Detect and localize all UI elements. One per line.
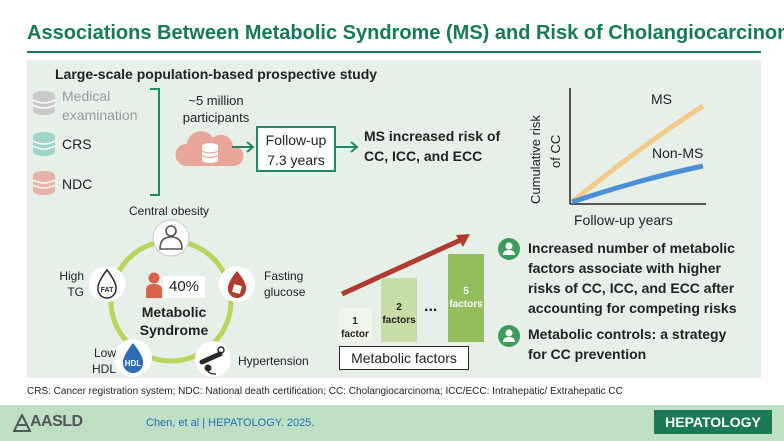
outcome-metabolic-controls: Metabolic controls: a strategy for CC pr… bbox=[528, 326, 727, 362]
bar-ellipsis: ... bbox=[424, 298, 438, 315]
non-ms-series-label: Non-MS bbox=[652, 145, 703, 161]
cumulative-risk-chart: Cumulative risk of CC MS Non-MS Follow-u… bbox=[528, 88, 706, 228]
fasting-glucose-icon bbox=[219, 266, 255, 302]
participants-count: ~5 million participants bbox=[182, 93, 250, 125]
chart-ylabel-line1: Cumulative risk bbox=[528, 115, 543, 204]
outcome-metabolic-factors: Increased number of metabolic factors as… bbox=[528, 240, 737, 316]
aasld-logo-icon bbox=[13, 414, 31, 432]
arrow-to-finding bbox=[336, 141, 359, 153]
database-icon bbox=[32, 91, 56, 115]
sources-bracket bbox=[150, 88, 160, 196]
chart-ylabel-line2: of CC bbox=[548, 135, 563, 168]
person-icon bbox=[498, 238, 520, 260]
component-fasting-glucose: Fasting glucose bbox=[264, 269, 306, 299]
bar-2-label: 2 factors bbox=[382, 302, 416, 326]
bar-1-label: 1 factor bbox=[341, 316, 369, 340]
source-ndc: NDC bbox=[62, 176, 93, 192]
citation: Chen, et al | HEPATOLOGY. 2025. bbox=[146, 417, 315, 429]
ms-finding-line1: MS increased risk of bbox=[364, 128, 501, 144]
ms-person-icon bbox=[146, 272, 162, 298]
chart-xlabel: Follow-up years bbox=[574, 212, 673, 228]
high-tg-icon: FAT bbox=[89, 266, 125, 302]
bar-5-label: 5 factors bbox=[449, 286, 483, 310]
hepatology-badge: HEPATOLOGY bbox=[654, 410, 772, 434]
cloud-database-icon bbox=[175, 131, 244, 166]
ms-finding-line2: CC, ICC, and ECC bbox=[364, 148, 483, 164]
ms-series-label: MS bbox=[651, 91, 672, 107]
database-icon-crs bbox=[32, 132, 56, 156]
component-hypertension: Hypertension bbox=[238, 354, 309, 368]
source-medical-examination: Medical examination bbox=[62, 88, 138, 123]
ms-finding: MS increased risk of CC, ICC, and ECC bbox=[364, 126, 500, 166]
trend-arrowhead bbox=[456, 234, 470, 247]
page-title: Associations Between Metabolic Syndrome … bbox=[27, 22, 784, 44]
hypertension-icon bbox=[195, 341, 231, 377]
bar-2-factors bbox=[381, 278, 417, 342]
person-icon-2 bbox=[498, 325, 520, 347]
central-obesity-icon bbox=[152, 219, 190, 257]
ms-prevalence: 40% bbox=[163, 276, 205, 298]
source-crs: CRS bbox=[62, 136, 92, 152]
footnote: CRS: Cancer registration system; NDC: Na… bbox=[27, 386, 623, 397]
trend-arrow bbox=[340, 235, 467, 297]
component-low-hdl: Low HDL bbox=[91, 346, 116, 376]
hdl-icon-text: HDL bbox=[125, 359, 142, 368]
study-label: Large-scale population-based prospective… bbox=[55, 66, 378, 82]
metabolic-syndrome-label: Metabolic Syndrome bbox=[139, 304, 209, 338]
bar-5-factors bbox=[448, 254, 484, 342]
factor-bars-chart bbox=[338, 234, 484, 342]
component-high-tg: High TG bbox=[59, 269, 84, 299]
footer-bar bbox=[0, 405, 784, 441]
metabolic-factors-box: Metabolic factors bbox=[339, 346, 469, 370]
title-divider bbox=[27, 51, 761, 53]
non-ms-curve bbox=[571, 163, 704, 205]
low-hdl-icon: HDL bbox=[114, 339, 152, 377]
bar-1-factor bbox=[338, 308, 372, 342]
component-central-obesity: Central obesity bbox=[129, 204, 210, 218]
fat-icon-text: FAT bbox=[101, 287, 114, 294]
ms-curve bbox=[570, 103, 705, 204]
arrow-to-followup bbox=[232, 141, 255, 153]
followup-box: Follow-up 7.3 years bbox=[256, 126, 336, 172]
database-icon-ndc bbox=[32, 171, 56, 195]
aasld-logo: AASLD bbox=[30, 413, 83, 430]
